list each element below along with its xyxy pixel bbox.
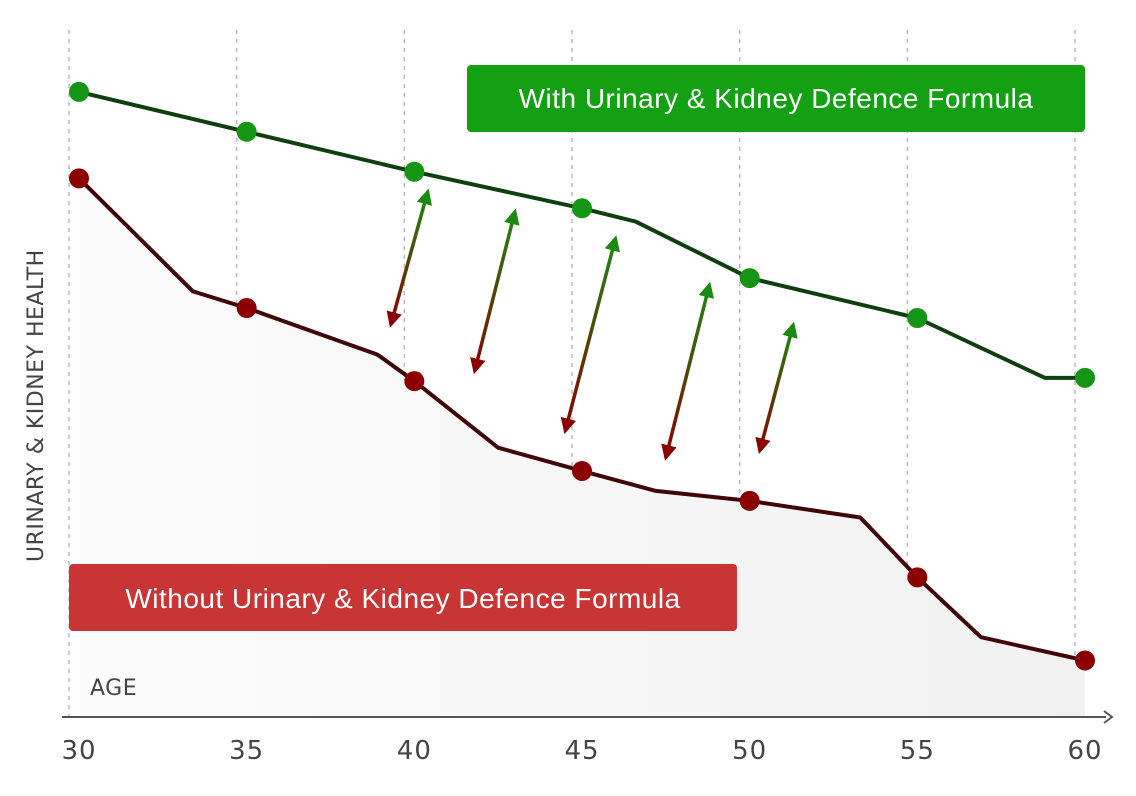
data-point-without-35 bbox=[236, 298, 257, 319]
comparison-arrow-4 bbox=[661, 281, 714, 461]
data-point-without-55 bbox=[907, 567, 928, 588]
comparison-arrow-1 bbox=[386, 188, 432, 328]
x-tick-label-55: 55 bbox=[900, 736, 935, 766]
data-point-without-50 bbox=[739, 490, 760, 511]
data-point-with-60 bbox=[1075, 367, 1095, 388]
x-tick-label-30: 30 bbox=[61, 736, 96, 766]
data-point-with-35 bbox=[236, 121, 257, 142]
comparison-arrow-5 bbox=[755, 321, 798, 455]
legend-with-formula: With Urinary & Kidney Defence Formula bbox=[467, 65, 1085, 132]
legend-without-formula-label: Without Urinary & Kidney Defence Formula bbox=[125, 583, 680, 614]
data-point-without-30 bbox=[69, 168, 89, 189]
legend-without-formula: Without Urinary & Kidney Defence Formula bbox=[69, 564, 737, 631]
lower-series-area bbox=[79, 178, 1085, 718]
data-point-with-55 bbox=[907, 308, 928, 328]
legend-with-formula-box bbox=[467, 65, 1085, 132]
data-point-with-30 bbox=[69, 81, 89, 102]
legend-with-formula-label: With Urinary & Kidney Defence Formula bbox=[519, 83, 1034, 114]
data-point-with-50 bbox=[739, 268, 760, 289]
area-under-lower-series bbox=[79, 178, 1085, 718]
x-axis-arrowhead bbox=[1103, 710, 1114, 724]
data-point-with-45 bbox=[572, 198, 592, 219]
comparison-arrow-3 bbox=[560, 235, 620, 435]
y-axis-title: URINARY & KIDNEY HEALTH bbox=[24, 249, 49, 562]
comparison-arrow-2 bbox=[470, 208, 520, 375]
data-point-without-45 bbox=[572, 460, 592, 481]
x-tick-label-35: 35 bbox=[229, 736, 264, 766]
data-point-without-40 bbox=[404, 371, 425, 392]
legend-without-formula-box bbox=[69, 564, 737, 631]
series-line-with-formula bbox=[77, 89, 1087, 380]
x-tick-label-50: 50 bbox=[732, 736, 767, 766]
x-tick-labels: 30 35 40 45 50 55 60 bbox=[61, 736, 1102, 766]
data-point-with-40 bbox=[404, 161, 425, 182]
comparison-arrows bbox=[386, 188, 798, 461]
series-markers bbox=[69, 81, 1095, 671]
x-tick-label-45: 45 bbox=[564, 736, 599, 766]
x-axis-title: AGE bbox=[90, 676, 137, 701]
x-axis bbox=[62, 710, 1114, 724]
data-point-without-60 bbox=[1075, 650, 1095, 671]
x-tick-label-40: 40 bbox=[397, 736, 432, 766]
x-tick-label-60: 60 bbox=[1067, 736, 1102, 766]
